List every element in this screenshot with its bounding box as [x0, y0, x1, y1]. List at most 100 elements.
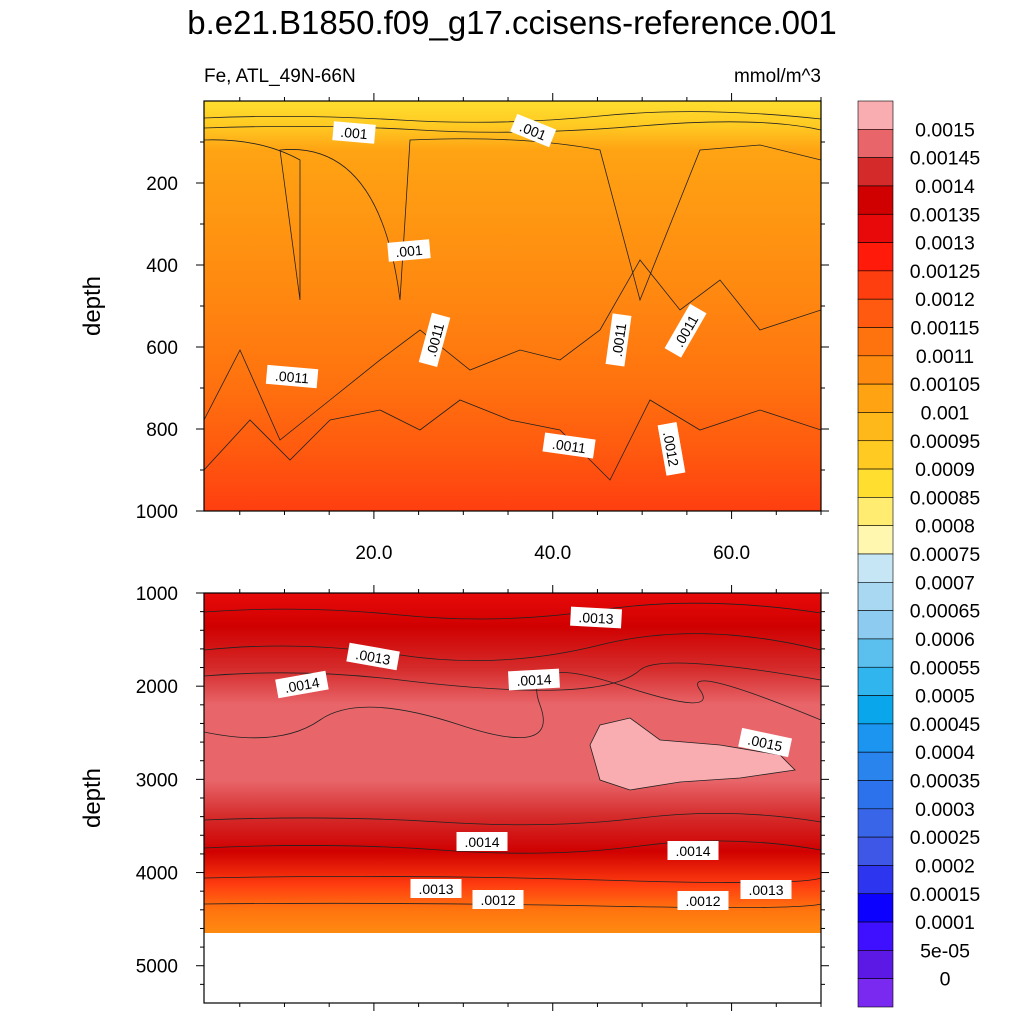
y-tick-label: 2000: [136, 677, 178, 698]
colorbar-label: 5e-05: [920, 940, 970, 962]
colorbar-swatch: [857, 553, 894, 583]
colorbar-swatch: [857, 185, 894, 215]
colorbar-label: 0.0009: [915, 459, 975, 481]
colorbar-label: 0.00115: [910, 318, 979, 340]
colorbar-swatch: [857, 129, 894, 158]
colorbar-swatch: [857, 666, 894, 696]
colorbar-swatch: [857, 525, 894, 555]
upper-contours: [204, 111, 821, 481]
chart-title: b.e21.B1850.f09_g17.ccisens-reference.00…: [187, 4, 836, 41]
colorbar-swatch: [857, 298, 894, 328]
colorbar-swatch: [857, 978, 894, 1008]
colorbar-swatch: [857, 865, 894, 895]
y-tick-label: 4000: [136, 864, 178, 885]
colorbar-label: 0.0002: [915, 855, 975, 877]
colorbar-label: 0.0015: [915, 119, 975, 141]
contour-label: .001: [332, 121, 376, 144]
colorbar-swatch: [857, 355, 894, 385]
contour-label-box: [605, 313, 632, 367]
units-label: mmol/m^3: [734, 66, 821, 87]
contour-label-text: .0013: [418, 881, 453, 897]
contour-label-box: [456, 832, 508, 851]
colorbar-swatch: [857, 893, 894, 923]
colorbar-label: 0.00125: [910, 261, 981, 283]
x-tick-label: 60.0: [713, 543, 750, 564]
contour-label-box: [738, 727, 793, 758]
contour-label: .0015: [738, 727, 793, 758]
contour-label: .0014: [508, 668, 560, 691]
contour-label: .0013: [346, 642, 400, 671]
colorbar-swatch: [857, 440, 894, 470]
colorbar-label: 0.00035: [910, 771, 981, 793]
contour-label: .0014: [667, 841, 719, 860]
upper-field: [204, 101, 821, 511]
contour-label: .0014: [275, 670, 329, 699]
contour-label-box: [418, 312, 451, 367]
contour-label-text: .001: [340, 124, 369, 142]
upper-panel: 200 400 600 800 1000 20.0 40.0 60.0 .001 .001 .00…: [79, 93, 829, 564]
colorbar-swatch: [857, 808, 894, 838]
colorbar-label: 0: [940, 969, 951, 991]
contour-label-text: .0014: [464, 834, 499, 850]
contour-label-text: .0013: [578, 609, 614, 627]
contour-label-box: [332, 121, 376, 144]
contour-label-text: .0011: [609, 322, 630, 358]
contour-label: .0013: [410, 879, 462, 898]
contour-label: .0013: [740, 880, 792, 899]
colorbar-label: 0.0005: [915, 686, 975, 708]
colorbar-swatch: [857, 695, 894, 725]
contour-label-text: .0013: [748, 882, 783, 898]
contour-label-text: .0014: [675, 843, 710, 859]
colorbar-swatch: [857, 383, 894, 413]
contour-label-text: .0012: [480, 892, 515, 908]
colorbar-swatch: [857, 242, 894, 272]
colorbar-label: 0.0003: [915, 799, 975, 821]
contour-label-text: .0014: [283, 674, 320, 696]
contour-label-box: [472, 890, 524, 909]
y-tick-label: 5000: [136, 957, 178, 978]
colorbar-swatch: [857, 751, 894, 781]
contour-label: .0012: [677, 891, 729, 910]
y-tick-label: 3000: [136, 770, 178, 791]
colorbar-swatch: [857, 921, 894, 951]
colorbar-label: 0.0014: [915, 176, 975, 198]
contour-label-box: [667, 841, 719, 860]
contour-label: .0012: [657, 422, 686, 476]
y-tick-label: 1000: [136, 502, 178, 523]
contour-label-text: .0012: [660, 430, 682, 467]
contour-label-text: .0014: [516, 671, 552, 689]
colorbar-swatch: [857, 610, 894, 640]
lower-panel: 1000 2000 3000 4000 5000 .0013 .0013 .0014 .001…: [79, 584, 829, 1011]
colorbar-label: 0.00045: [910, 714, 981, 736]
y-tick-label: 1000: [136, 584, 178, 605]
contour-label-text: .0011: [274, 368, 309, 387]
contour-label-box: [657, 422, 686, 476]
colorbar-swatch: [857, 327, 894, 357]
contour-label: .0011: [542, 432, 596, 459]
colorbar-label: 0.0008: [915, 516, 975, 538]
colorbar-label: 0.00015: [910, 884, 981, 906]
colorbar-label: 0.00065: [910, 601, 981, 623]
contour-label: .0011: [605, 313, 632, 367]
contour-label: .0014: [456, 832, 508, 851]
colorbar-swatch: [857, 412, 894, 442]
contour-label-text: .0015: [746, 732, 784, 755]
contour-label: .0013: [570, 606, 622, 629]
colorbar-label: 0.0013: [915, 233, 975, 255]
lower-max-region: [589, 717, 796, 791]
contour-label-box: [410, 879, 462, 898]
contour-label-box: [677, 891, 729, 910]
colorbar-label: 0.0006: [915, 629, 975, 651]
lower-contours: [204, 602, 821, 908]
contour-label-box: [542, 432, 596, 459]
contour-label-box: [387, 239, 431, 262]
colorbar-label: 0.001: [921, 402, 970, 424]
contour-label-box: [510, 113, 557, 148]
colorbar-swatch: [857, 723, 894, 753]
y-tick-label: 400: [146, 256, 178, 277]
colorbar-swatch: [857, 780, 894, 810]
variable-label: Fe, ATL_49N-66N: [204, 66, 356, 87]
colorbar-label: 0.00025: [910, 827, 981, 849]
colorbar-label: 0.00145: [910, 148, 981, 170]
contour-label-text: .0011: [551, 436, 587, 457]
